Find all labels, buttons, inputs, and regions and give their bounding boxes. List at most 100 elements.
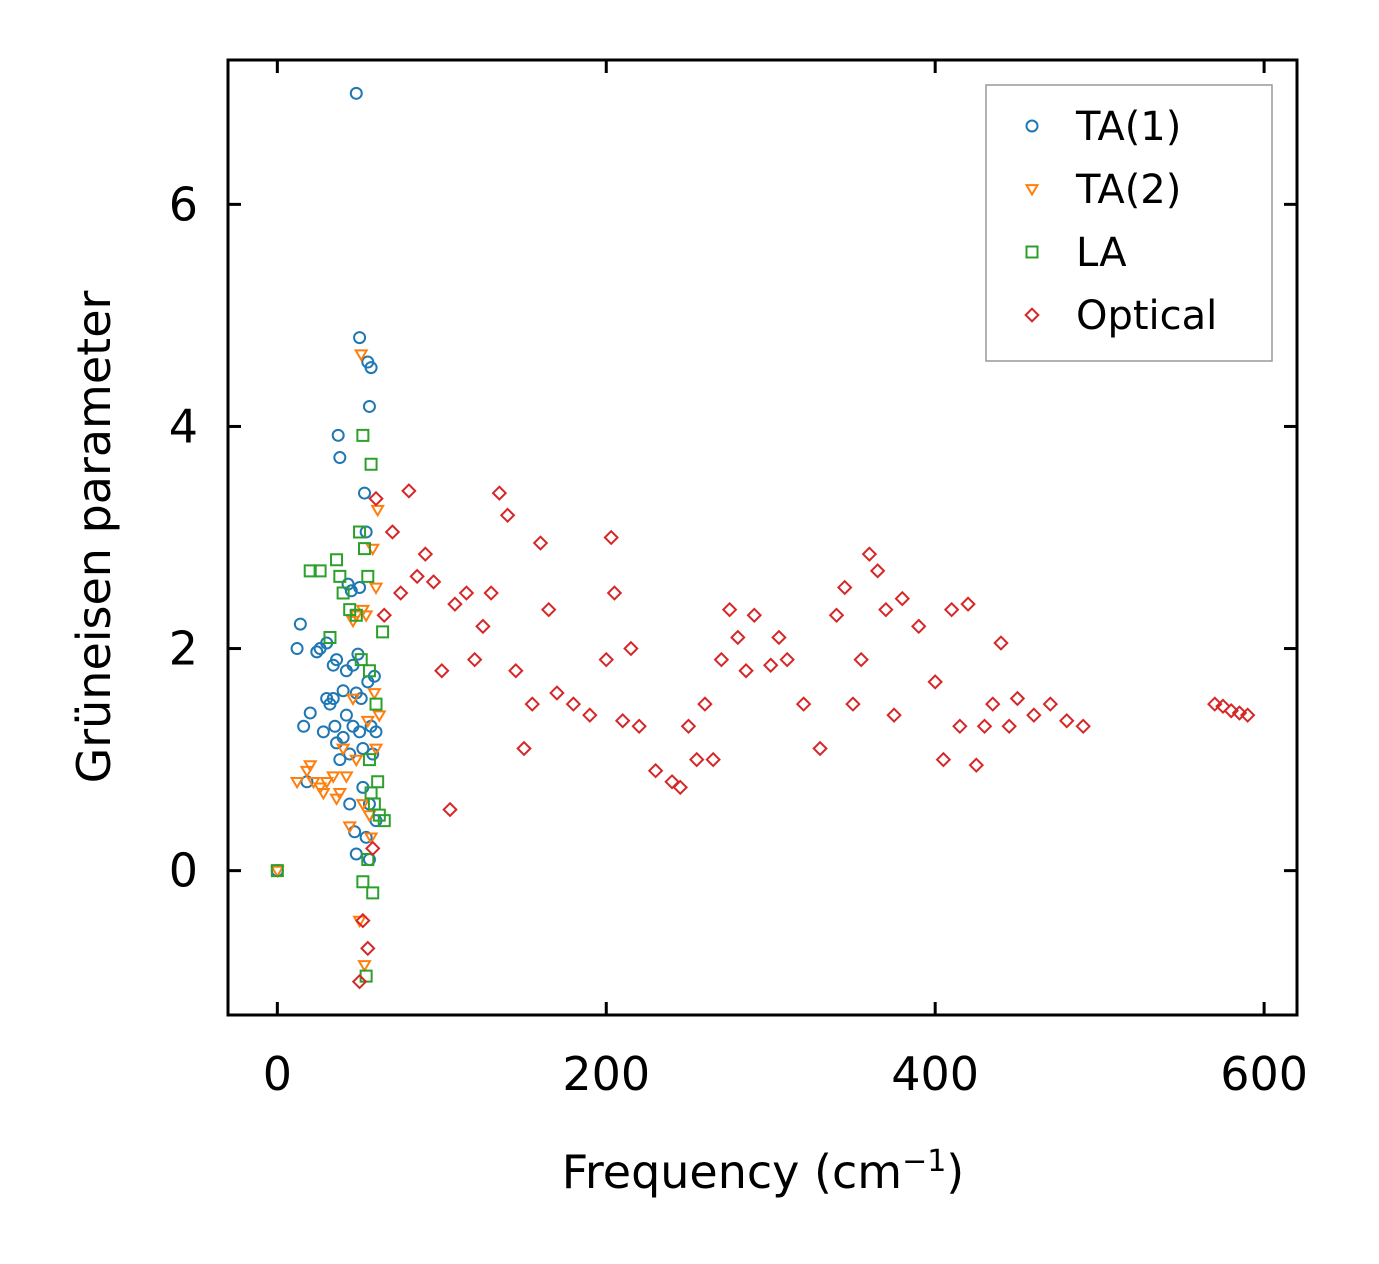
data-point	[330, 553, 344, 567]
data-point	[960, 596, 976, 612]
data-point	[869, 563, 886, 579]
data-point	[349, 86, 363, 100]
data-point	[353, 580, 367, 594]
data-point	[746, 607, 763, 623]
data-point	[392, 585, 409, 601]
data-point	[359, 525, 373, 539]
data-point	[310, 645, 324, 659]
tick-labels: 0 200 400 600 0 2 4 6	[169, 177, 1308, 1101]
data-point	[985, 696, 1001, 712]
data-point	[647, 762, 664, 779]
data-point	[364, 786, 378, 800]
data-point	[358, 542, 372, 556]
series-optical	[351, 483, 1256, 990]
data-point	[362, 753, 376, 767]
data-point	[359, 830, 373, 844]
x-tick-label: 400	[891, 1047, 979, 1101]
data-point	[290, 642, 304, 656]
y-tick-label: 6	[169, 177, 198, 231]
data-point	[1001, 718, 1017, 735]
data-point	[336, 684, 350, 698]
data-point	[475, 618, 491, 635]
data-point	[935, 751, 952, 768]
data-point	[845, 696, 861, 712]
data-point	[353, 725, 367, 739]
data-point	[713, 651, 730, 668]
data-point	[316, 725, 330, 739]
y-tick-label: 4	[169, 399, 198, 453]
data-point	[364, 361, 378, 375]
data-point	[297, 719, 311, 733]
data-point	[362, 810, 377, 823]
x-axis-label: Frequency (cm−1)	[562, 1144, 965, 1200]
data-point	[316, 788, 331, 801]
data-point	[812, 740, 828, 757]
data-point	[688, 751, 705, 768]
data-point	[697, 696, 713, 712]
axis-ticks	[228, 60, 1297, 1015]
data-point	[344, 584, 358, 598]
data-point	[927, 674, 943, 690]
data-point	[434, 663, 450, 679]
data-point	[353, 331, 367, 345]
data-point	[323, 630, 337, 644]
data-point	[293, 617, 307, 631]
data-point	[376, 607, 392, 623]
legend-marker	[1024, 307, 1040, 323]
data-point	[1207, 696, 1223, 712]
data-point	[861, 546, 878, 562]
data-point	[377, 814, 391, 828]
data-point	[361, 853, 375, 867]
data-point	[330, 736, 344, 750]
data-point	[458, 585, 475, 601]
data-point	[878, 601, 894, 618]
data-point	[672, 779, 689, 796]
data-point	[336, 586, 350, 600]
data-point	[976, 718, 993, 735]
data-point	[549, 685, 565, 701]
data-point	[360, 715, 376, 729]
data-point	[367, 688, 382, 701]
data-point	[303, 706, 317, 720]
data-point	[356, 875, 370, 889]
data-point	[968, 757, 985, 773]
data-point	[370, 504, 385, 518]
data-point	[376, 625, 390, 639]
data-point	[353, 525, 367, 539]
x-tick-label: 200	[562, 1047, 650, 1101]
data-point	[1026, 707, 1042, 723]
data-point	[894, 590, 911, 607]
data-point	[328, 719, 342, 733]
data-point	[1059, 712, 1075, 729]
data-point	[360, 940, 376, 957]
legend-item: TA(2)	[1024, 167, 1181, 213]
data-point	[369, 697, 383, 711]
data-point	[356, 428, 370, 442]
data-point	[326, 692, 340, 706]
data-point	[442, 801, 458, 818]
data-point	[762, 657, 779, 673]
data-point	[1223, 702, 1239, 719]
data-point	[532, 535, 549, 551]
data-point	[606, 585, 623, 601]
data-point	[1231, 705, 1248, 721]
data-point	[368, 743, 384, 756]
data-point	[828, 607, 845, 623]
data-point	[1239, 707, 1256, 723]
data-point	[339, 708, 353, 722]
y-tick-label: 2	[169, 622, 198, 676]
data-point	[910, 618, 927, 635]
data-point	[603, 529, 619, 546]
data-point	[466, 651, 483, 668]
data-point	[680, 718, 697, 735]
data-point	[886, 707, 902, 723]
data-point	[333, 451, 347, 465]
data-point	[1009, 690, 1026, 707]
data-point	[499, 507, 516, 524]
data-point	[779, 651, 795, 668]
data-point	[345, 693, 361, 706]
data-point	[353, 349, 369, 362]
data-point	[1075, 718, 1091, 735]
data-point	[598, 651, 615, 668]
